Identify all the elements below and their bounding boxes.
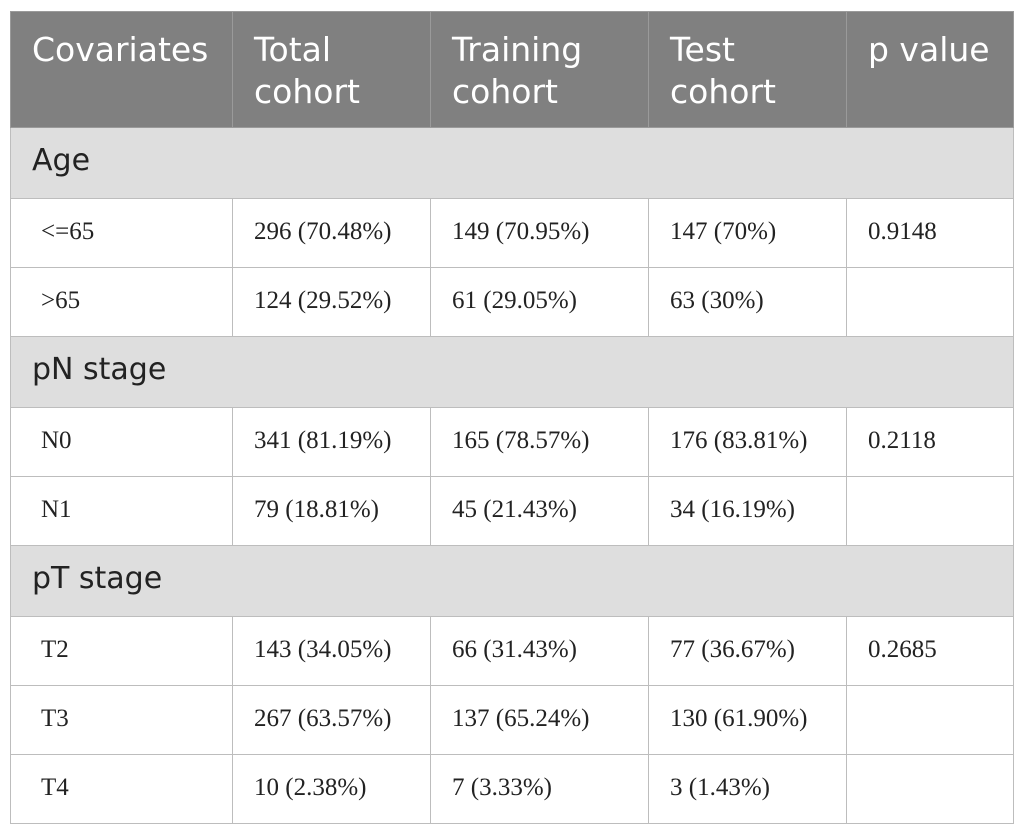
covariate-cell: T2: [10, 616, 233, 686]
group-label: Age: [10, 127, 1014, 199]
test-cell: 3 (1.43%): [648, 754, 847, 824]
group-label: pT stage: [10, 545, 1014, 617]
header-training-cohort: Training cohort: [430, 11, 649, 128]
header-covariates: Covariates: [10, 11, 233, 128]
total-cell: 143 (34.05%): [232, 616, 431, 686]
p-value-cell: [846, 754, 1014, 824]
total-cell: 124 (29.52%): [232, 267, 431, 337]
table-row: <=65 296 (70.48%) 149 (70.95%) 147 (70%)…: [10, 198, 1014, 268]
group-row-age: Age: [10, 127, 1014, 199]
p-value-cell: [846, 476, 1014, 546]
covariate-cell: N1: [10, 476, 233, 546]
training-cell: 149 (70.95%): [430, 198, 649, 268]
group-row-pn-stage: pN stage: [10, 336, 1014, 408]
test-cell: 63 (30%): [648, 267, 847, 337]
header-test-cohort: Test cohort: [648, 11, 847, 128]
test-cell: 77 (36.67%): [648, 616, 847, 686]
header-total-cohort: Total cohort: [232, 11, 431, 128]
p-value-cell: [846, 267, 1014, 337]
training-cell: 61 (29.05%): [430, 267, 649, 337]
covariates-table: Covariates Total cohort Training cohort …: [10, 11, 1014, 824]
table-row: N0 341 (81.19%) 165 (78.57%) 176 (83.81%…: [10, 407, 1014, 477]
training-cell: 45 (21.43%): [430, 476, 649, 546]
covariate-cell: N0: [10, 407, 233, 477]
total-cell: 296 (70.48%): [232, 198, 431, 268]
training-cell: 165 (78.57%): [430, 407, 649, 477]
covariate-cell: T3: [10, 685, 233, 755]
training-cell: 137 (65.24%): [430, 685, 649, 755]
header-p-value: p value: [846, 11, 1014, 128]
covariate-cell: <=65: [10, 198, 233, 268]
training-cell: 66 (31.43%): [430, 616, 649, 686]
table-row: T2 143 (34.05%) 66 (31.43%) 77 (36.67%) …: [10, 616, 1014, 686]
total-cell: 79 (18.81%): [232, 476, 431, 546]
header-row: Covariates Total cohort Training cohort …: [10, 11, 1014, 128]
total-cell: 10 (2.38%): [232, 754, 431, 824]
covariate-cell: >65: [10, 267, 233, 337]
total-cell: 267 (63.57%): [232, 685, 431, 755]
test-cell: 176 (83.81%): [648, 407, 847, 477]
test-cell: 34 (16.19%): [648, 476, 847, 546]
test-cell: 147 (70%): [648, 198, 847, 268]
table-row: N1 79 (18.81%) 45 (21.43%) 34 (16.19%): [10, 476, 1014, 546]
p-value-cell: 0.2118: [846, 407, 1014, 477]
test-cell: 130 (61.90%): [648, 685, 847, 755]
covariate-cell: T4: [10, 754, 233, 824]
table-row: >65 124 (29.52%) 61 (29.05%) 63 (30%): [10, 267, 1014, 337]
p-value-cell: 0.2685: [846, 616, 1014, 686]
group-label: pN stage: [10, 336, 1014, 408]
group-row-pt-stage: pT stage: [10, 545, 1014, 617]
training-cell: 7 (3.33%): [430, 754, 649, 824]
total-cell: 341 (81.19%): [232, 407, 431, 477]
p-value-cell: 0.9148: [846, 198, 1014, 268]
table-row: T4 10 (2.38%) 7 (3.33%) 3 (1.43%): [10, 754, 1014, 824]
p-value-cell: [846, 685, 1014, 755]
table-row: T3 267 (63.57%) 137 (65.24%) 130 (61.90%…: [10, 685, 1014, 755]
